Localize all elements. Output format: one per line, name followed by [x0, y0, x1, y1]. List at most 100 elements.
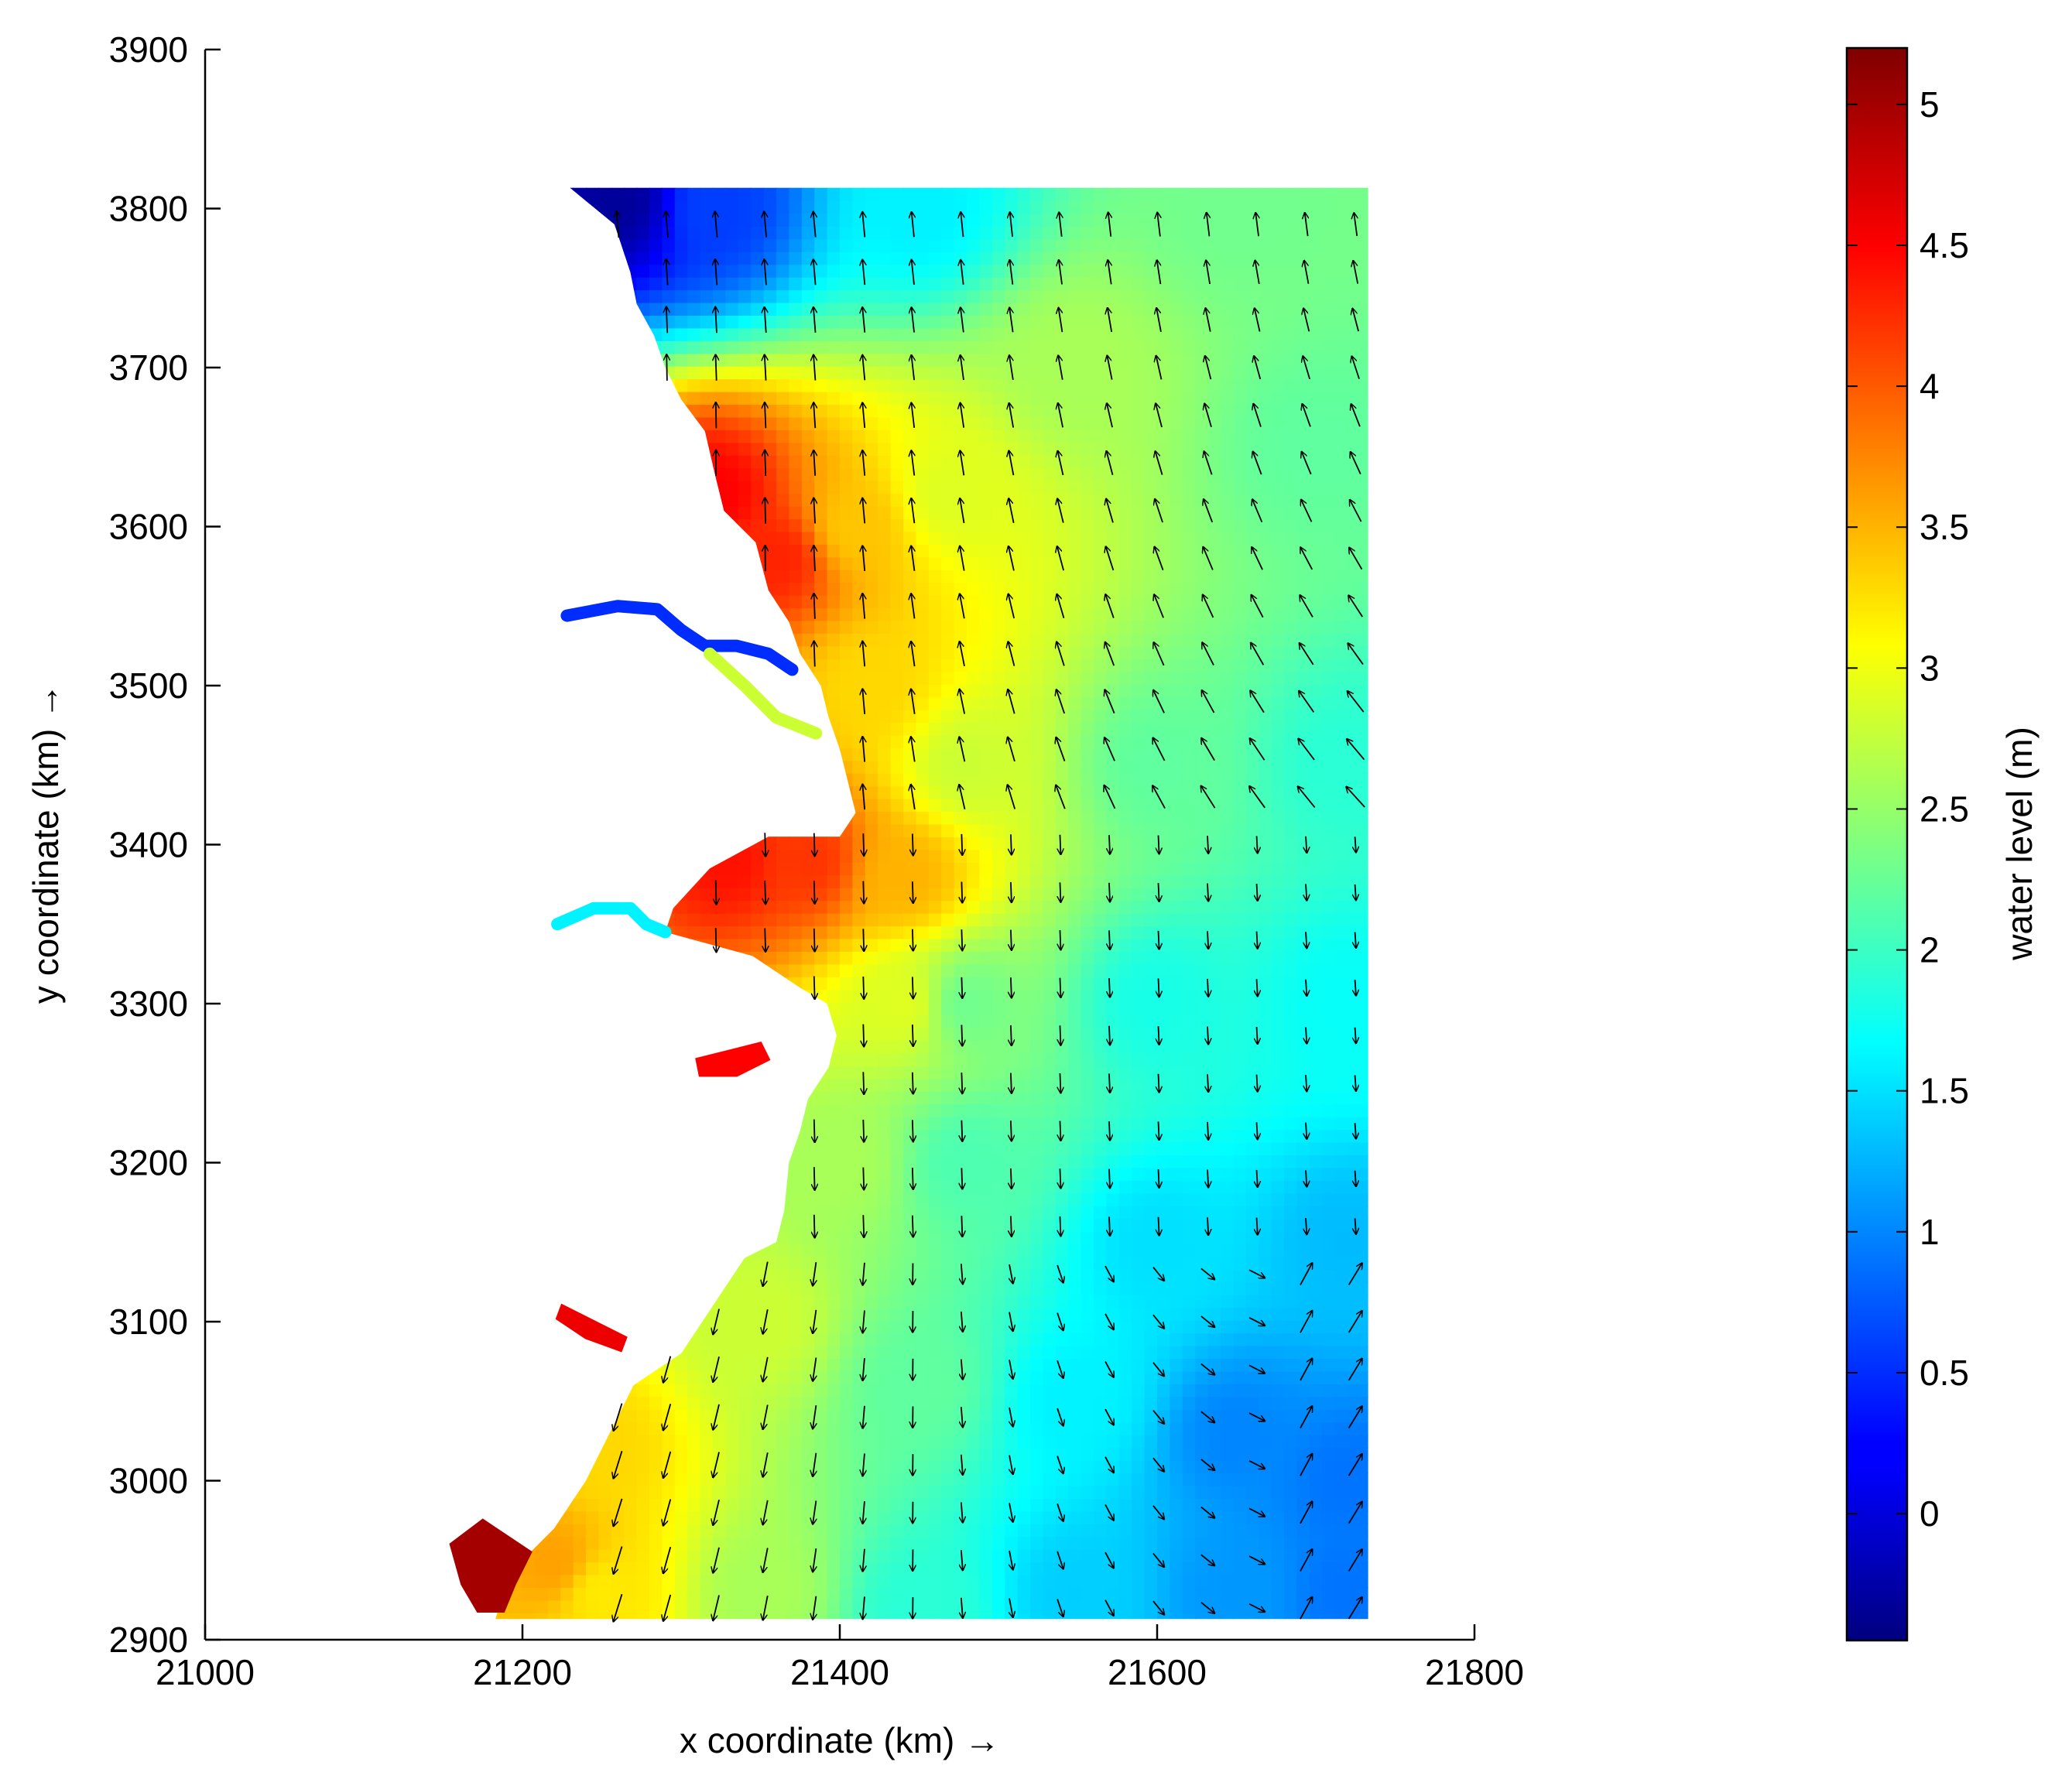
water-level-cell: [941, 1536, 955, 1550]
water-level-cell: [776, 531, 790, 545]
water-level-cell: [662, 238, 676, 252]
water-level-cell: [535, 1066, 549, 1079]
water-level-cell: [573, 416, 587, 430]
water-level-cell: [535, 505, 549, 520]
water-level-cell: [878, 582, 892, 596]
water-level-cell: [916, 1523, 930, 1538]
water-level-cell: [941, 1319, 955, 1334]
water-level-cell: [878, 1333, 892, 1346]
water-level-cell: [547, 607, 561, 621]
water-level-cell: [447, 175, 460, 188]
water-level-cell: [890, 849, 904, 863]
water-level-cell: [586, 404, 600, 418]
water-level-cell: [573, 874, 587, 888]
water-level-cell: [598, 1116, 612, 1131]
water-level-cell: [459, 1346, 472, 1359]
water-level-cell: [865, 1587, 878, 1601]
water-level-cell: [751, 404, 765, 418]
water-level-cell: [890, 977, 904, 990]
water-level-cell: [738, 1103, 752, 1117]
water-level-cell: [840, 1587, 854, 1601]
water-level-cell: [649, 722, 663, 736]
water-level-cell: [447, 1066, 460, 1079]
water-level-cell: [598, 480, 612, 494]
water-level-cell: [497, 836, 511, 850]
water-level-cell: [903, 785, 917, 799]
water-level-cell: [522, 849, 536, 863]
water-level-cell: [814, 1510, 828, 1524]
water-level-cell: [687, 1295, 701, 1309]
water-level-cell: [497, 1167, 511, 1181]
water-level-cell: [928, 1230, 942, 1245]
water-level-cell: [700, 582, 714, 596]
water-level-cell: [433, 429, 447, 443]
water-level-cell: [674, 696, 688, 710]
water-level-cell: [535, 1370, 549, 1384]
water-level-cell: [547, 238, 561, 252]
water-level-cell: [700, 1345, 714, 1360]
water-level-cell: [674, 1116, 688, 1131]
water-level-cell: [495, 480, 498, 494]
water-level-cell: [878, 1155, 892, 1168]
water-level-cell: [725, 226, 739, 240]
water-level-cell: [649, 200, 663, 214]
water-level-cell: [954, 1256, 968, 1270]
water-level-cell: [852, 289, 866, 303]
water-level-cell: [801, 391, 815, 405]
water-level-cell: [700, 505, 714, 520]
water-level-cell: [840, 1027, 854, 1042]
water-level-cell: [814, 1307, 828, 1321]
water-level-cell: [497, 659, 511, 672]
water-level-cell: [586, 1052, 600, 1066]
water-level-cell: [827, 1574, 841, 1588]
water-level-cell: [459, 467, 472, 481]
water-level-cell: [878, 1370, 892, 1384]
water-level-cell: [560, 1523, 574, 1538]
water-level-cell: [495, 1141, 498, 1156]
water-level-cell: [611, 582, 625, 596]
water-level-cell: [509, 531, 523, 545]
water-level-cell: [814, 1001, 828, 1016]
water-level-cell: [421, 964, 434, 977]
water-level-cell: [890, 455, 904, 469]
water-level-cell: [776, 1192, 790, 1206]
water-level-cell: [827, 1459, 841, 1474]
water-level-cell: [840, 1613, 854, 1620]
water-level-cell: [751, 1319, 765, 1334]
water-level-cell: [700, 391, 714, 405]
water-level-cell: [890, 1001, 904, 1016]
water-level-cell: [459, 506, 472, 519]
water-level-cell: [509, 1370, 523, 1384]
water-level-cell: [789, 518, 803, 532]
water-level-cell: [827, 264, 841, 278]
water-level-cell: [916, 1370, 930, 1384]
water-level-cell: [674, 1192, 688, 1206]
water-level-cell: [662, 773, 676, 787]
water-level-cell: [522, 659, 536, 672]
water-level-cell: [459, 925, 472, 939]
water-level-cell: [624, 264, 638, 278]
water-level-cell: [941, 836, 955, 850]
water-level-cell: [687, 1510, 701, 1524]
water-level-cell: [497, 1396, 511, 1410]
water-level-cell: [573, 748, 587, 761]
water-level-cell: [928, 238, 942, 252]
water-level-cell: [840, 1205, 854, 1220]
water-level-cell: [916, 455, 930, 469]
water-level-cell: [447, 315, 460, 328]
water-level-cell: [636, 1574, 650, 1588]
water-level-cell: [471, 1473, 485, 1486]
water-level-cell: [713, 429, 727, 443]
water-level-cell: [954, 1040, 968, 1054]
water-level-cell: [573, 391, 587, 405]
water-level-cell: [941, 785, 955, 799]
water-level-cell: [535, 1307, 549, 1321]
water-level-cell: [611, 544, 625, 558]
water-level-cell: [776, 773, 790, 787]
water-level-cell: [674, 1434, 688, 1449]
water-level-cell: [941, 1091, 955, 1105]
water-level-cell: [801, 1409, 815, 1423]
water-level-cell: [662, 302, 676, 316]
water-level-cell: [586, 785, 600, 799]
water-level-cell: [700, 1587, 714, 1601]
